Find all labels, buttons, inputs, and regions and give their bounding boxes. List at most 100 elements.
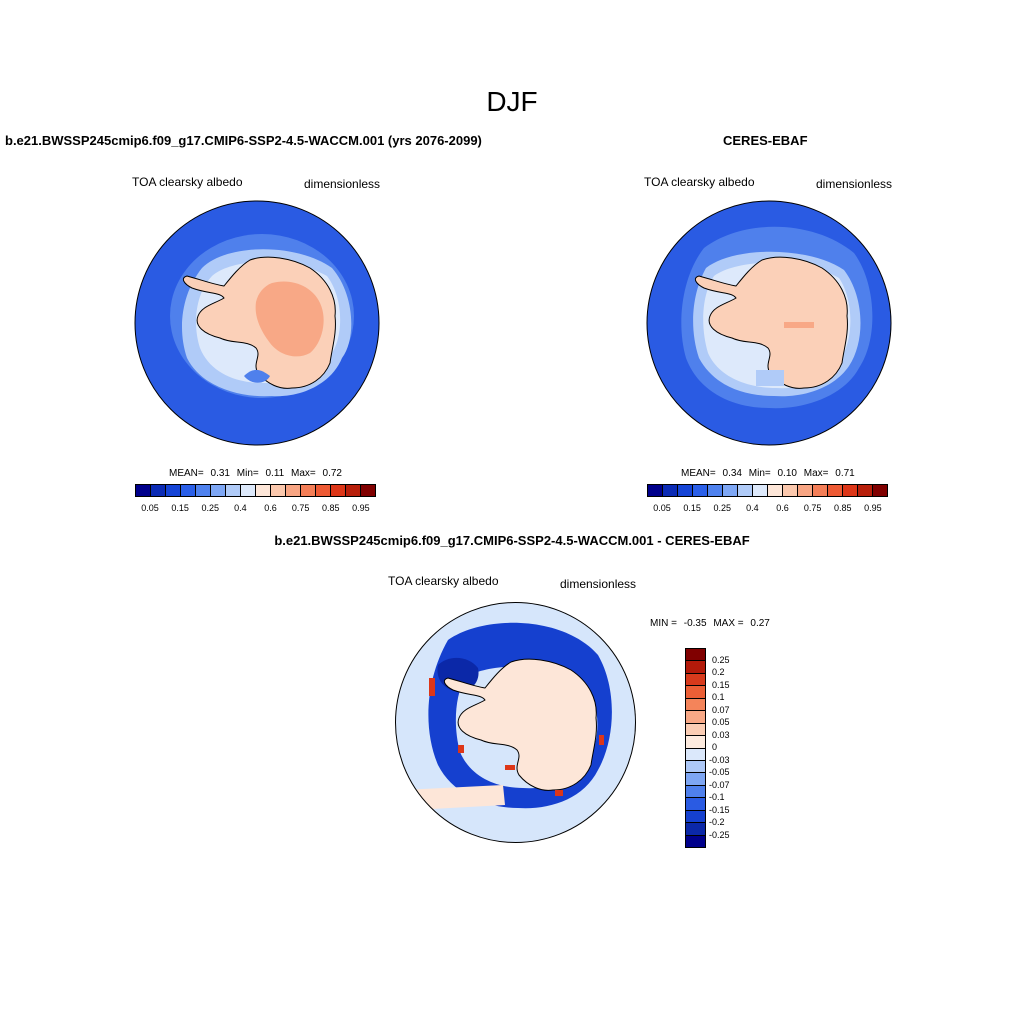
model-colorbar-tick-label: 0.05 (141, 503, 159, 513)
diff-colorbar-labels: 0.25 0.2 0.15 0.1 0.07 0.05 0.03 0 -0.03 -0.05 -0.… (709, 648, 759, 848)
model-colorbar-swatch (330, 485, 345, 496)
diff-colorbar-tick-label: 0.07 (712, 704, 730, 715)
obs-mean-label: MEAN= (681, 468, 716, 479)
model-colorbar-tick-label: 0.75 (291, 503, 310, 513)
diff-colorbar-tick-label: -0.07 (709, 779, 730, 790)
diff-colorbar-tick-label: 0.15 (712, 679, 730, 690)
model-colorbar-swatch (315, 485, 330, 496)
obs-colorbar-tick-label: 0.75 (803, 503, 822, 513)
obs-ross-sea (756, 370, 784, 386)
obs-colorbar-tick-label: 0.05 (653, 503, 671, 513)
obs-colorbar-tick-label: 0.85 (834, 503, 852, 513)
diff-stats: MIN = -0.35 MAX = 0.27 (650, 618, 770, 629)
diff-min-value: -0.35 (683, 618, 707, 629)
diff-colorbar-tick-label: -0.2 (709, 817, 725, 827)
obs-stats: MEAN= 0.34 Min= 0.10 Max= 0.71 (681, 468, 855, 479)
diff-coastal-positive-4 (599, 735, 604, 745)
obs-colorbar-swatch (662, 485, 677, 496)
obs-antarctica (694, 256, 848, 389)
diff-colorbar-tick-label: 0.25 (712, 654, 730, 665)
diff-colorbar-tick-label: -0.15 (709, 804, 730, 815)
diff-colorbar-tick-label: -0.25 (709, 829, 730, 840)
model-colorbar-swatch (225, 485, 240, 496)
obs-polar-map (646, 200, 892, 446)
obs-colorbar-tick-label: 0.25 (713, 503, 732, 513)
diff-colorbar-swatch (686, 759, 705, 773)
diff-colorbar-swatch (686, 747, 705, 760)
diff-colorbar (685, 648, 706, 848)
page-title: DJF (486, 86, 538, 117)
model-colorbar-tick-label: 0.95 (352, 503, 370, 513)
model-min-value: 0.11 (265, 468, 285, 479)
diff-colorbar-swatch (686, 722, 705, 736)
obs-plateau-patch (784, 322, 814, 328)
diff-max-label: MAX = (713, 618, 744, 629)
model-colorbar-swatch (255, 485, 270, 496)
model-colorbar-swatch (150, 485, 165, 496)
diff-colorbar-swatch (686, 784, 705, 798)
obs-colorbar-swatch (767, 485, 782, 496)
model-colorbar-swatch (195, 485, 210, 496)
model-min-label: Min= (236, 468, 259, 479)
diff-coastal-positive-1 (458, 745, 464, 753)
model-colorbar-labels: 0.05 0.15 0.25 0.4 0.6 0.75 0.85 0.95 (135, 503, 376, 515)
obs-colorbar-swatch (842, 485, 857, 496)
obs-colorbar-swatch (812, 485, 827, 496)
model-colorbar-swatch (345, 485, 360, 496)
diff-colorbar-swatch (686, 822, 705, 835)
obs-variable-label: TOA clearsky albedo (644, 175, 755, 189)
obs-colorbar-labels: 0.05 0.15 0.25 0.4 0.6 0.75 0.85 0.95 (647, 503, 888, 515)
diff-coastal-positive-3 (555, 790, 563, 796)
model-colorbar-swatch (180, 485, 195, 496)
obs-colorbar-tick-label: 0.6 (776, 503, 789, 513)
obs-max-value: 0.71 (835, 468, 855, 479)
obs-colorbar (647, 484, 888, 497)
diff-colorbar-swatch (686, 797, 705, 810)
obs-colorbar-swatch (752, 485, 767, 496)
obs-colorbar-tick-label: 0.15 (683, 503, 701, 513)
model-polar-map (134, 200, 380, 446)
obs-colorbar-swatch (722, 485, 737, 496)
obs-colorbar-swatch (797, 485, 812, 496)
model-colorbar-swatch (136, 485, 150, 496)
model-stats: MEAN= 0.31 Min= 0.11 Max= 0.72 (169, 468, 342, 479)
model-ross-sea (244, 369, 270, 383)
diff-variable-label: TOA clearsky albedo (388, 574, 499, 588)
diff-colorbar-swatch (686, 697, 705, 711)
model-units-label: dimensionless (304, 177, 381, 191)
diff-min-label: MIN = (650, 618, 677, 629)
diff-colorbar-swatch (686, 772, 705, 785)
diff-colorbar-tick-label: 0.1 (712, 692, 725, 702)
model-colorbar-swatch (210, 485, 225, 496)
diff-colorbar-tick-label: 0.2 (712, 667, 725, 677)
model-colorbar-tick-label: 0.6 (264, 503, 277, 513)
obs-colorbar-swatch (782, 485, 797, 496)
obs-colorbar-tick-label: 0.4 (746, 503, 759, 513)
diff-colorbar-swatch (686, 710, 705, 723)
diff-colorbar-tick-label: -0.1 (709, 792, 725, 802)
diff-colorbar-swatch (686, 672, 705, 686)
model-colorbar-tick-label: 0.85 (322, 503, 340, 513)
diff-colorbar-tick-label: -0.03 (709, 754, 730, 765)
model-mean-label: MEAN= (169, 468, 204, 479)
obs-panel-title: CERES-EBAF (723, 133, 808, 148)
diff-units-label: dimensionless (560, 577, 637, 591)
model-colorbar-swatch (240, 485, 255, 496)
diff-colorbar-tick-label: 0.05 (712, 717, 730, 727)
model-colorbar (135, 484, 376, 497)
diff-colorbar-swatch (686, 735, 705, 748)
diff-max-value: 0.27 (750, 618, 770, 629)
obs-colorbar-swatch (737, 485, 752, 496)
model-colorbar-swatch (270, 485, 285, 496)
model-colorbar-swatch (300, 485, 315, 496)
obs-max-label: Max= (803, 468, 829, 479)
model-colorbar-swatch (165, 485, 180, 496)
diff-colorbar-swatch (686, 809, 705, 823)
diff-panel-title: b.e21.BWSSP245cmip6.f09_g17.CMIP6-SSP2-4… (274, 533, 750, 548)
diff-positive-patch (403, 785, 505, 810)
diff-colorbar-swatch (686, 834, 705, 847)
obs-colorbar-tick-label: 0.95 (864, 503, 882, 513)
obs-units-label: dimensionless (816, 177, 893, 191)
model-max-value: 0.72 (322, 468, 342, 479)
obs-colorbar-swatch (692, 485, 707, 496)
